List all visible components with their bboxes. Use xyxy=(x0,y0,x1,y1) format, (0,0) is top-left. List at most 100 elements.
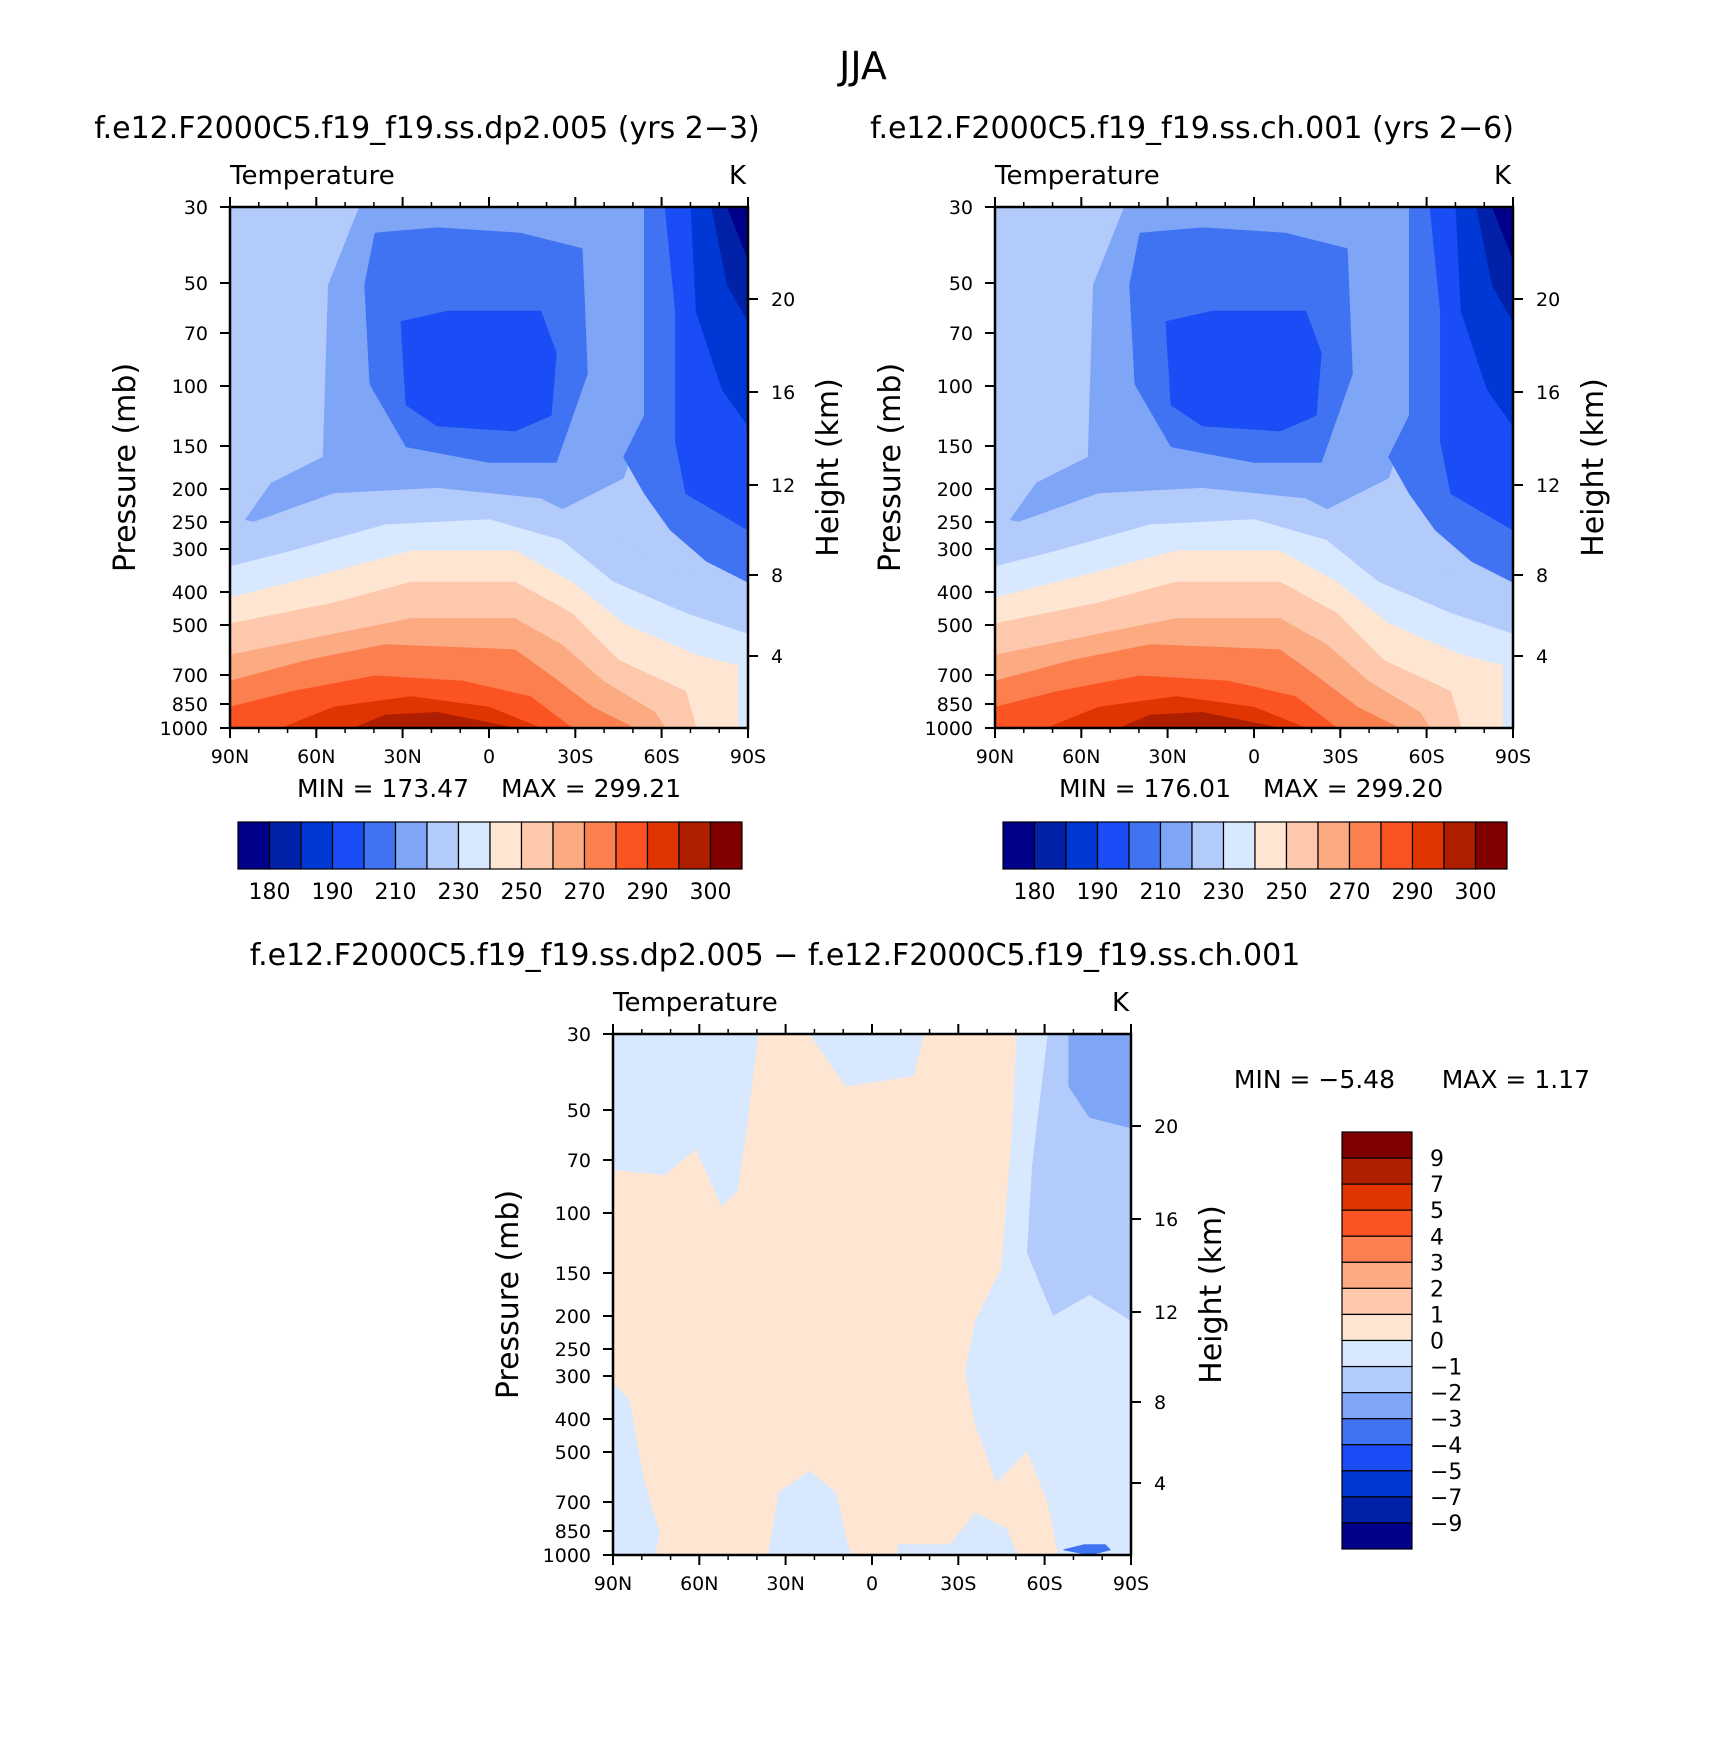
panel-title: f.e12.F2000C5.f19_f19.ss.dp2.005 (yrs 2−… xyxy=(94,111,760,146)
colorbar-label: 250 xyxy=(501,880,543,905)
colorbar-box xyxy=(363,821,397,870)
y-tick-label: 70 xyxy=(949,323,973,345)
y-tick-label: 70 xyxy=(567,1150,591,1172)
y-tick-label: 300 xyxy=(172,539,208,561)
units-label: K xyxy=(1112,988,1130,1018)
units-label: K xyxy=(1494,161,1512,191)
x-tick-label: 0 xyxy=(866,1573,878,1595)
colorbar-label: 270 xyxy=(1329,880,1371,905)
colorbar-label: −4 xyxy=(1430,1434,1462,1459)
colorbar-label: 5 xyxy=(1430,1199,1444,1224)
contour-region-16 xyxy=(1118,712,1281,728)
contour-region-5 xyxy=(613,1382,660,1555)
x-tick-label: 60N xyxy=(1062,746,1100,768)
colorbar-box xyxy=(1096,821,1130,870)
colorbar-box xyxy=(1341,1392,1413,1420)
colorbar-box xyxy=(1341,1209,1413,1237)
contour-region-0 xyxy=(613,1034,759,1207)
colorbar-box xyxy=(1191,821,1225,870)
colorbar-box xyxy=(1128,821,1162,870)
colorbar-box xyxy=(1474,821,1508,870)
colorbar-box xyxy=(1380,821,1414,870)
max-label: MAX = 299.21 xyxy=(501,774,681,803)
x-tick-label: 60S xyxy=(643,746,679,768)
contour-field xyxy=(230,207,748,728)
x-tick-label: 0 xyxy=(483,746,495,768)
colorbar-box xyxy=(457,821,491,870)
colorbar-box xyxy=(1341,1365,1413,1394)
y-tick-label: 400 xyxy=(172,582,208,604)
y-right-tick-label: 20 xyxy=(1154,1116,1178,1138)
y-tick-label: 700 xyxy=(937,665,973,687)
y-tick-label: 700 xyxy=(172,665,208,687)
variable-label: Temperature xyxy=(994,161,1160,191)
colorbar-label: 180 xyxy=(1014,880,1056,905)
y-right-tick-label: 16 xyxy=(771,382,795,404)
x-tick-label: 90S xyxy=(730,746,766,768)
y-tick-label: 70 xyxy=(184,323,208,345)
y-tick-label: 50 xyxy=(184,273,208,295)
colorbar-box xyxy=(1002,821,1036,870)
colorbar-box xyxy=(1341,1157,1413,1185)
y-right-axis-label: Height (km) xyxy=(1194,1205,1229,1384)
y-tick-label: 250 xyxy=(937,512,973,534)
colorbar-box xyxy=(709,821,743,870)
variable-label: Temperature xyxy=(612,988,778,1018)
contour-field xyxy=(995,207,1513,728)
colorbar-box xyxy=(1341,1235,1413,1263)
colorbar-box xyxy=(1341,1339,1413,1368)
temperature-panel-control-ch: f.e12.F2000C5.f19_f19.ss.ch.001 (yrs 2−6… xyxy=(870,111,1611,905)
y-tick-label: 850 xyxy=(555,1521,591,1543)
colorbar-box xyxy=(489,821,523,870)
units-label: K xyxy=(729,161,747,191)
y-tick-label: 500 xyxy=(937,615,973,637)
x-tick-label: 30N xyxy=(1148,746,1186,768)
y-tick-label: 200 xyxy=(937,479,973,501)
colorbar-box xyxy=(1341,1183,1413,1211)
colorbar-label: 300 xyxy=(690,880,732,905)
y-tick-label: 850 xyxy=(172,694,208,716)
contour-region-7 xyxy=(726,207,748,260)
x-tick-label: 30S xyxy=(557,746,593,768)
max-label: MAX = 1.17 xyxy=(1442,1065,1590,1094)
y-tick-label: 500 xyxy=(555,1442,591,1464)
y-tick-label: 150 xyxy=(172,436,208,458)
y-tick-label: 700 xyxy=(555,1492,591,1514)
x-tick-label: 30N xyxy=(383,746,421,768)
colorbar-box xyxy=(1341,1131,1413,1159)
colorbar-label: −5 xyxy=(1430,1460,1462,1485)
contour-region-7 xyxy=(1491,207,1513,260)
colorbar-label: 300 xyxy=(1455,880,1497,905)
colorbar-label: 4 xyxy=(1430,1225,1444,1250)
y-tick-label: 30 xyxy=(949,197,973,219)
y-tick-label: 1000 xyxy=(543,1545,591,1567)
colorbar-label: −2 xyxy=(1430,1382,1462,1407)
contour-region-16 xyxy=(353,712,516,728)
colorbar-label: 2 xyxy=(1430,1277,1444,1302)
colorbar-box xyxy=(1341,1470,1413,1498)
colorbar-box xyxy=(646,821,680,870)
colorbar-label: 290 xyxy=(1392,880,1434,905)
y-right-tick-label: 12 xyxy=(771,475,795,497)
colorbar-box xyxy=(1222,821,1256,870)
colorbar-label: 290 xyxy=(627,880,669,905)
colorbar-box xyxy=(1317,821,1351,870)
y-tick-label: 100 xyxy=(555,1203,591,1225)
colorbar-box xyxy=(583,821,617,870)
y-tick-label: 50 xyxy=(567,1100,591,1122)
colorbar-box xyxy=(520,821,554,870)
y-right-tick-label: 4 xyxy=(1536,646,1548,668)
y-right-tick-label: 12 xyxy=(1536,475,1560,497)
y-tick-label: 400 xyxy=(555,1409,591,1431)
x-tick-label: 30N xyxy=(766,1573,804,1595)
colorbar-box xyxy=(1341,1261,1413,1289)
colorbar-box xyxy=(1065,821,1099,870)
colorbar-box xyxy=(1341,1418,1413,1446)
colorbar-label: 180 xyxy=(249,880,291,905)
colorbar-box xyxy=(1341,1522,1413,1550)
x-tick-label: 60S xyxy=(1408,746,1444,768)
y-tick-label: 30 xyxy=(567,1024,591,1046)
panel-title: f.e12.F2000C5.f19_f19.ss.dp2.005 − f.e12… xyxy=(250,938,1301,973)
x-tick-label: 90S xyxy=(1113,1573,1149,1595)
colorbar-label: 9 xyxy=(1430,1147,1444,1172)
